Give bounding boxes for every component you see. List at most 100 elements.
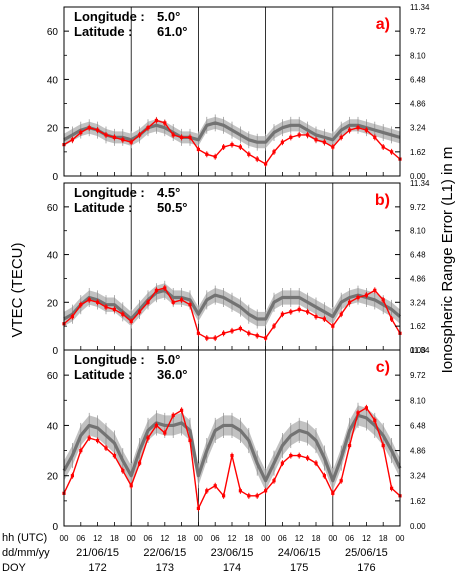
observed-point — [129, 484, 133, 488]
right-ytick-label: 6.48 — [410, 75, 426, 84]
observed-point — [163, 286, 167, 290]
observed-point — [289, 454, 293, 458]
date-label: 21/06/15 — [76, 547, 119, 559]
observed-point — [289, 135, 293, 139]
observed-point — [322, 317, 326, 321]
observed-point — [230, 454, 234, 458]
left-ytick-label: 40 — [47, 421, 59, 432]
longitude-label: Longitude : — [74, 9, 145, 24]
observed-point — [112, 454, 116, 458]
right-ytick-label: 8.10 — [410, 396, 426, 405]
observed-point — [96, 128, 100, 132]
observed-point — [306, 456, 310, 460]
observed-point — [390, 317, 394, 321]
doy-label: 173 — [156, 562, 174, 571]
left-ytick-label: 20 — [47, 472, 59, 483]
observed-point — [213, 484, 217, 488]
right-ytick-label: 11.34 — [410, 179, 430, 188]
hour-tick-label: 06 — [144, 534, 153, 543]
observed-point — [247, 494, 251, 498]
hour-tick-label: 18 — [379, 534, 388, 543]
hour-tick-label: 06 — [211, 534, 220, 543]
observed-point — [356, 126, 360, 130]
right-ytick-label: 3.24 — [410, 472, 426, 481]
hour-tick-label: 00 — [396, 534, 405, 543]
observed-point — [129, 319, 133, 323]
observed-point — [138, 310, 142, 314]
observed-point — [373, 135, 377, 139]
model-series-line — [63, 288, 402, 321]
doy-label: 174 — [223, 562, 241, 571]
panel-c: 0 20 40 60 0.00 1.62 3.24 4.86 6.48 8.10 9.72 11.34… — [47, 346, 430, 533]
hour-tick-label: 00 — [194, 534, 203, 543]
right-ytick-label: 4.86 — [410, 447, 426, 456]
panels-layer: 0 20 40 60 0.00 1.62 3.24 4.86 6.48 8.10 9.72 11.34… — [47, 3, 430, 571]
observed-point — [171, 300, 175, 304]
observed-point — [196, 147, 200, 152]
panel-label: c) — [376, 359, 390, 376]
observed-point — [104, 305, 108, 309]
observed-point — [87, 126, 91, 130]
observed-point — [96, 438, 100, 443]
observed-point — [280, 461, 284, 465]
observed-point — [272, 150, 276, 154]
observed-point — [255, 157, 259, 161]
observed-point — [154, 288, 158, 292]
left-ytick-label: 0 — [52, 172, 58, 183]
right-ytick-label: 8.10 — [410, 51, 426, 60]
hour-tick-label: 00 — [127, 534, 136, 543]
right-ytick-label: 1.62 — [410, 148, 426, 157]
observed-point — [163, 431, 167, 435]
date-label: 23/06/15 — [211, 547, 254, 559]
doy-row-label: DOY — [2, 562, 27, 571]
observed-point — [222, 494, 226, 498]
hours-row-label: hh (UTC) — [2, 532, 47, 544]
hour-tick-label: 12 — [93, 534, 102, 543]
right-ytick-label: 3.24 — [410, 124, 426, 133]
observed-point — [112, 135, 116, 139]
observed-point — [339, 135, 343, 139]
observed-point — [205, 336, 209, 340]
observed-point — [390, 150, 394, 154]
observed-point — [297, 133, 301, 137]
observed-point — [171, 413, 175, 417]
observed-point — [272, 324, 276, 328]
observed-point — [255, 334, 259, 338]
observed-point — [222, 145, 226, 149]
observed-point — [348, 443, 352, 448]
right-ytick-label: 9.72 — [410, 371, 426, 380]
panel-label: b) — [375, 192, 390, 209]
observed-point — [255, 494, 259, 498]
observed-point — [238, 489, 242, 493]
left-ytick-label: 60 — [47, 203, 59, 214]
observed-point — [213, 155, 217, 159]
observed-point — [205, 152, 209, 156]
observed-point — [331, 491, 335, 495]
left-ytick-label: 40 — [47, 251, 59, 262]
hour-tick-label: 18 — [177, 534, 186, 543]
observed-point — [331, 145, 335, 149]
right-ytick-label: 6.48 — [410, 251, 426, 260]
observed-point — [381, 298, 385, 302]
panel-b: 0 20 40 60 0.00 1.62 3.24 4.86 6.48 8.10 9.72 11.34… — [47, 179, 430, 357]
observed-point — [306, 310, 310, 314]
observed-point — [79, 303, 83, 307]
left-ytick-label: 20 — [47, 298, 59, 309]
observed-point — [180, 135, 184, 139]
observed-point — [188, 303, 192, 307]
observed-point — [146, 300, 150, 304]
observed-point — [121, 138, 125, 142]
left-ytick-label: 20 — [47, 124, 59, 135]
observed-point — [79, 448, 83, 453]
observed-point — [247, 331, 251, 335]
observed-point — [348, 300, 352, 304]
hour-tick-label: 12 — [362, 534, 371, 543]
observed-point — [356, 295, 360, 300]
left-ytick-label: 60 — [47, 27, 59, 38]
observed-point — [146, 126, 150, 130]
right-ytick-label: 11.34 — [410, 346, 430, 355]
right-ytick-label: 11.34 — [410, 3, 430, 12]
observed-point — [390, 486, 394, 490]
observed-point — [96, 300, 100, 304]
observed-point — [339, 479, 343, 483]
